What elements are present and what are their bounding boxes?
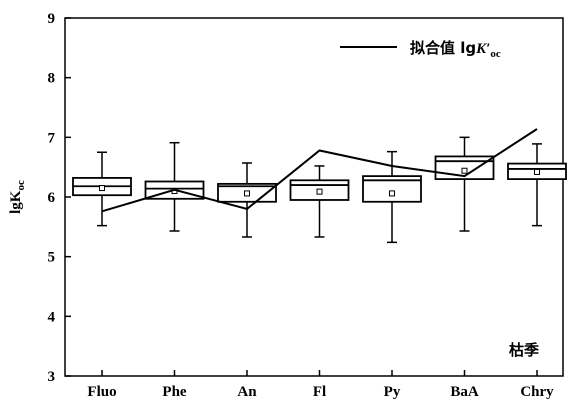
legend-label: 拟合值 lgK′oc	[410, 39, 501, 60]
mean-marker	[461, 167, 468, 174]
x-tick-label: Phe	[162, 384, 187, 400]
box-an	[217, 162, 277, 238]
box-py	[362, 150, 422, 244]
y-tick-label: 7	[48, 130, 56, 146]
x-tick-label: Py	[384, 384, 401, 400]
mean-marker	[534, 168, 540, 175]
mean-marker	[389, 190, 395, 197]
box-chry	[507, 143, 567, 227]
mean-marker	[244, 190, 250, 197]
y-tick-label: 6	[48, 190, 56, 206]
y-tick-label: 8	[48, 71, 56, 87]
boxes-layer	[72, 136, 567, 244]
box-fl	[289, 165, 350, 238]
fitted-line	[101, 128, 538, 213]
box-baa	[434, 136, 495, 232]
x-tick-label: An	[237, 384, 257, 400]
x-tick-label: Chry	[520, 384, 554, 400]
y-tick-label: 9	[48, 11, 56, 27]
box-phe	[144, 141, 205, 232]
y-axis: 3 4 5 6 7 8 9	[48, 11, 71, 385]
y-axis-title: lgKoc	[8, 180, 27, 214]
x-axis: Fluo Phe An Fl Py BaA Chry	[87, 370, 554, 400]
x-tick-label: BaA	[450, 384, 479, 400]
legend: 拟合值 lgK′oc	[340, 39, 501, 60]
season-annotation: 枯季	[509, 341, 539, 359]
fitted-line-layer	[101, 128, 538, 213]
y-tick-label: 4	[48, 309, 56, 325]
y-tick-label: 5	[48, 250, 56, 266]
box-fluo	[72, 151, 132, 227]
y-tick-label: 3	[48, 369, 56, 385]
mean-marker	[99, 185, 105, 192]
mean-marker	[316, 188, 323, 195]
x-tick-label: Fluo	[87, 384, 116, 400]
x-tick-label: Fl	[313, 384, 326, 400]
